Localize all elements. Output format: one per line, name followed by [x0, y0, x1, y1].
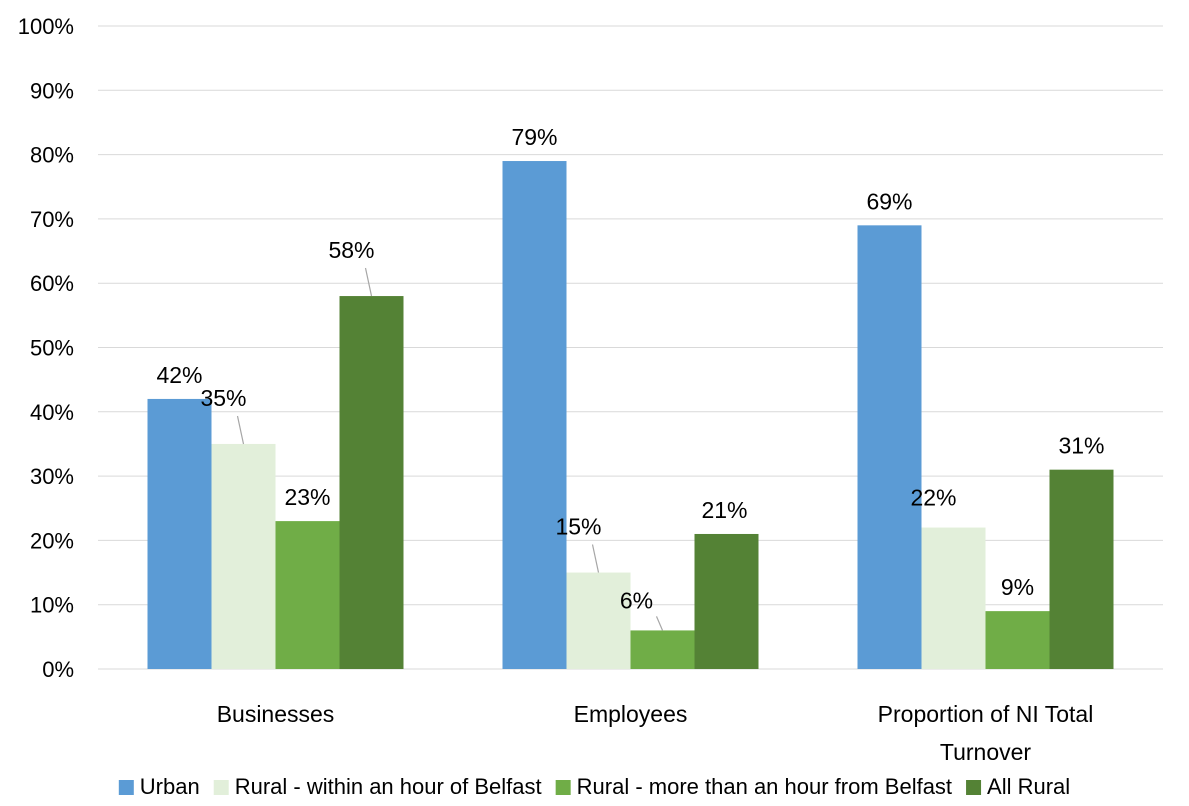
- category-label: Turnover: [940, 739, 1032, 765]
- data-label: 15%: [555, 514, 601, 540]
- y-tick-label: 0%: [42, 657, 74, 682]
- data-label: 35%: [200, 385, 246, 411]
- legend-label: Urban: [140, 774, 200, 799]
- data-label: 22%: [910, 485, 956, 511]
- data-label: 6%: [620, 587, 653, 613]
- leader-line: [236, 415, 245, 445]
- y-tick-label: 40%: [30, 400, 74, 425]
- leader-line: [591, 544, 600, 573]
- data-label: 69%: [866, 188, 912, 214]
- bars: [147, 161, 1114, 669]
- data-label: 58%: [328, 237, 374, 263]
- data-label: 23%: [284, 484, 330, 510]
- legend-swatch: [555, 780, 571, 795]
- legend: Urban Rural - within an hour of Belfast Ru…: [118, 774, 1070, 799]
- category-label: Employees: [574, 701, 688, 727]
- leader-line: [364, 267, 373, 297]
- y-tick-label: 20%: [30, 528, 74, 553]
- leader-line: [655, 616, 664, 631]
- bar: [857, 225, 922, 669]
- bar: [1049, 469, 1114, 669]
- y-tick-label: 10%: [30, 593, 74, 618]
- legend-label: Rural - within an hour of Belfast: [235, 774, 542, 799]
- y-tick-label: 90%: [30, 78, 74, 103]
- bar: [566, 572, 631, 669]
- bar: [630, 630, 695, 669]
- legend-swatch: [966, 780, 982, 795]
- y-axis-ticks: 0% 10% 20% 30% 40% 50% 60% 70% 80% 90% 100%: [18, 14, 74, 682]
- bar: [339, 296, 404, 669]
- y-tick-label: 30%: [30, 464, 74, 489]
- legend-swatch: [213, 780, 229, 795]
- bar: [985, 611, 1050, 669]
- data-labels: 42%35% 23% 58% 79% 15% 6% 21% 69% 22% 9% 31%: [156, 124, 1104, 613]
- category-label: Proportion of NI Total: [878, 701, 1094, 727]
- data-label: 42%: [156, 362, 202, 388]
- bar: [275, 521, 340, 669]
- legend-swatch: [118, 780, 134, 795]
- bar: [921, 527, 986, 669]
- legend-label: All Rural: [987, 774, 1070, 799]
- bar: [147, 398, 212, 669]
- bar: [211, 443, 276, 669]
- y-tick-label: 50%: [30, 336, 74, 361]
- legend-label: Rural - more than an hour from Belfast: [577, 774, 952, 799]
- y-tick-label: 80%: [30, 143, 74, 168]
- data-label: 79%: [511, 124, 557, 150]
- y-tick-label: 60%: [30, 271, 74, 296]
- data-label: 31%: [1058, 433, 1104, 459]
- category-labels: Businesses Employees Proportion of NI Tota…: [217, 701, 1094, 765]
- category-label: Businesses: [217, 701, 335, 727]
- data-label: 9%: [1001, 574, 1034, 600]
- bar: [694, 533, 759, 669]
- bar: [502, 161, 567, 669]
- leader-lines: [236, 267, 664, 631]
- y-tick-label: 70%: [30, 207, 74, 232]
- data-label: 21%: [701, 497, 747, 523]
- y-tick-label: 100%: [18, 14, 74, 39]
